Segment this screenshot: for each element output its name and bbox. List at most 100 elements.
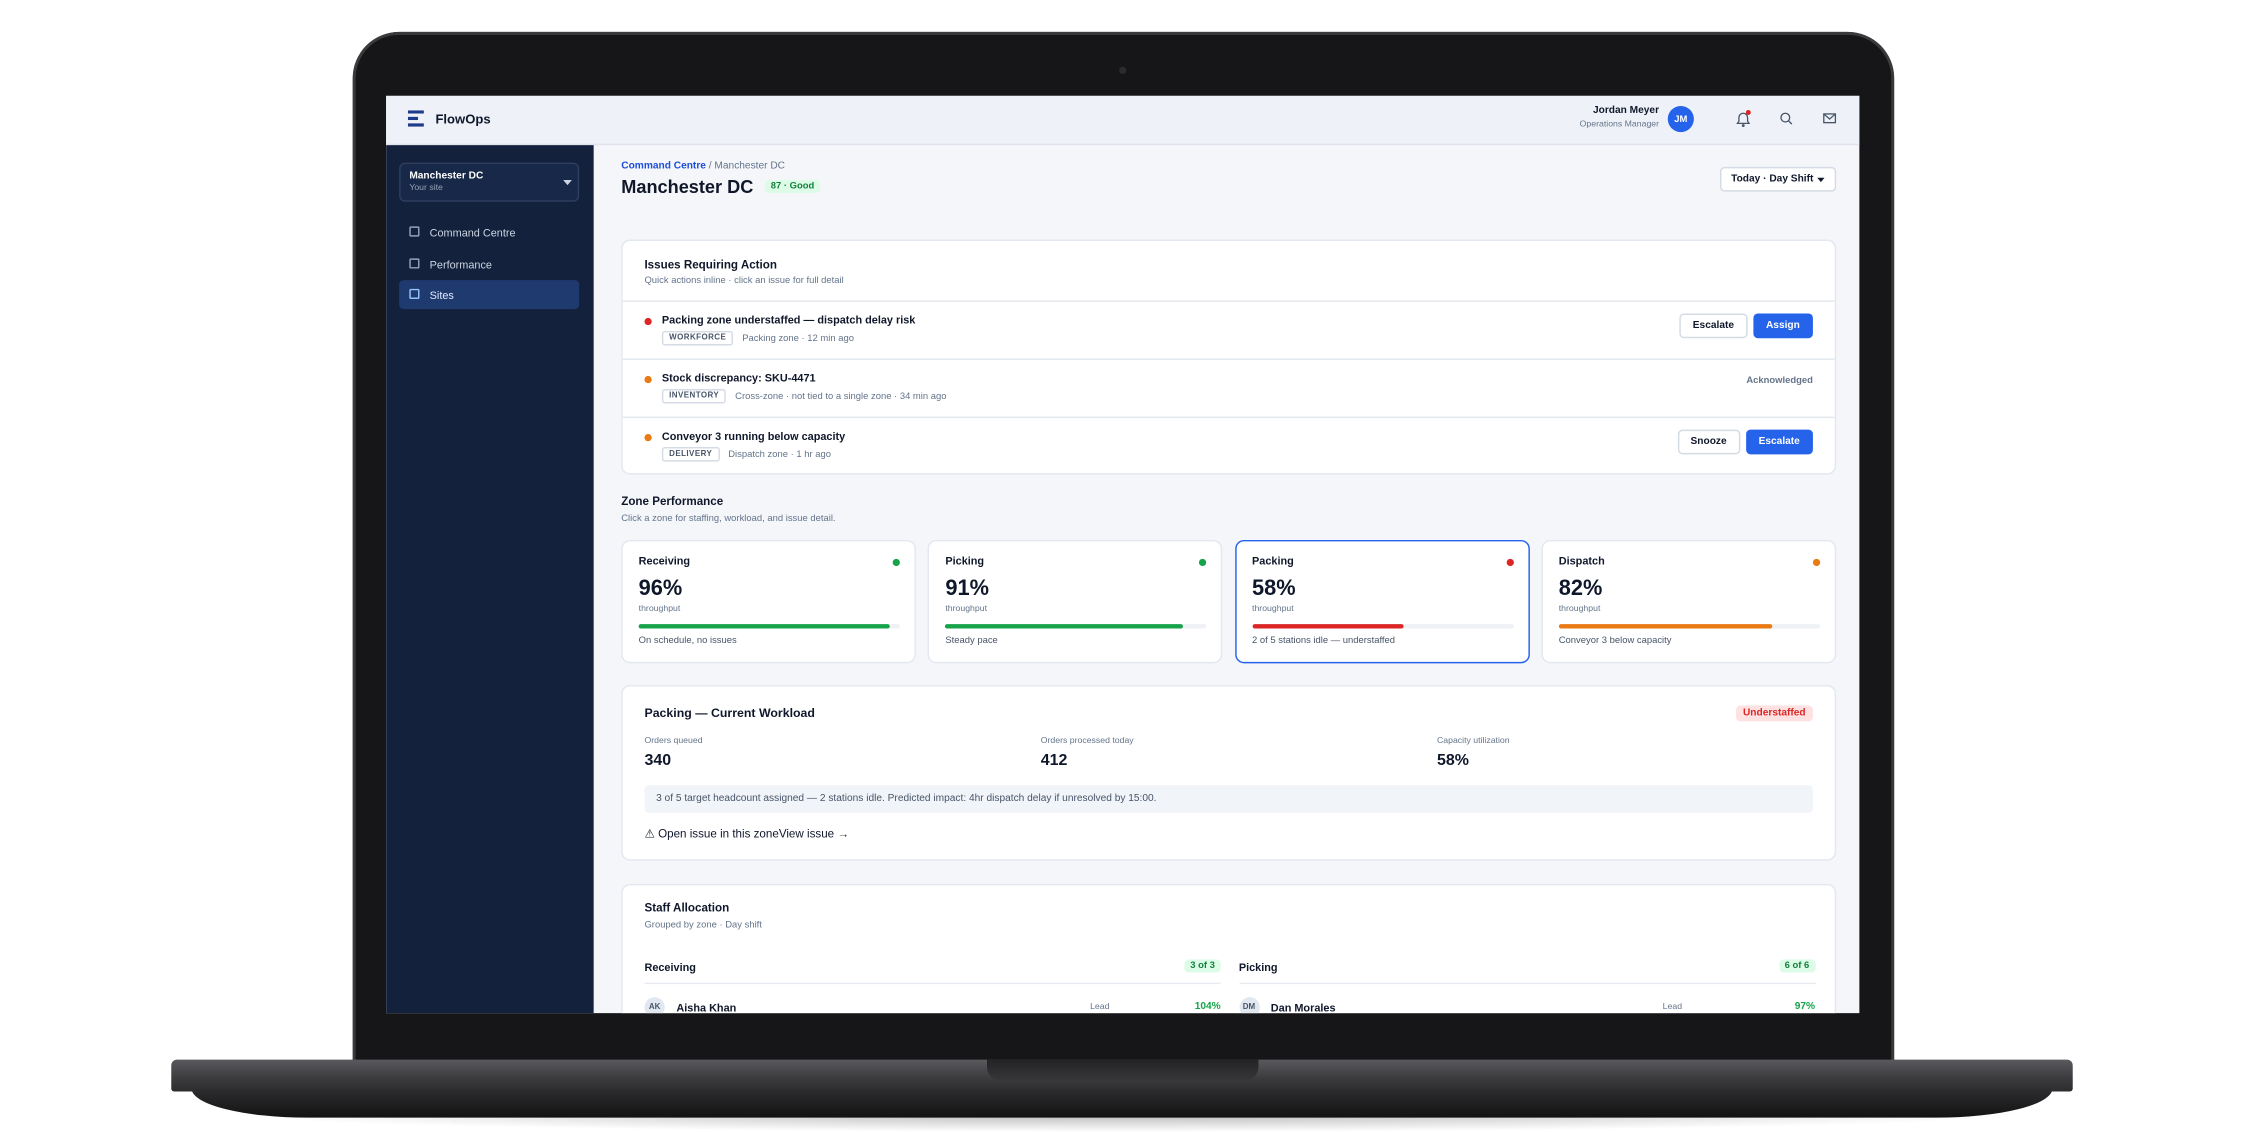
screen: FlowOps Jordan Meyer Operations Manager … [386, 95, 1860, 1014]
divider [644, 982, 1221, 985]
issue-actions: Escalate Assign [1679, 313, 1813, 339]
stat-value: 58% [1436, 751, 1469, 770]
camera [1119, 66, 1127, 75]
nav-icon [409, 288, 420, 300]
zone-note: 2 of 5 stations idle — understaffed [1252, 635, 1396, 646]
link-text: ⚠ Open issue in this zone [644, 827, 779, 841]
zone-card[interactable]: Receiving 96% throughput On schedule, no is… [621, 539, 916, 664]
logo-icon [407, 110, 424, 127]
issue-title: Stock discrepancy: SKU-4471 [661, 371, 816, 385]
zone-name: Picking [945, 554, 985, 568]
main: Command Centre / Manchester DC Mancheste… [594, 145, 1860, 1014]
card-title: Issues Requiring Action [644, 258, 777, 272]
staff-group: Receiving 3 of 3 AK Aisha Khan Lead 104% [644, 885, 1221, 1014]
progress-bar [638, 624, 890, 628]
section-subtitle: Click a zone for staffing, workload, and… [621, 513, 836, 524]
zone-metric: throughput [638, 605, 681, 614]
zone-value: 91% [945, 576, 989, 601]
card-subtitle: Quick actions inline · click an issue fo… [644, 275, 844, 286]
shift-label: Today · Day Shift [1731, 174, 1814, 185]
member-name: Dan Morales [1270, 1001, 1336, 1014]
zone-name: Receiving [644, 960, 696, 974]
zone-card[interactable]: Dispatch 82% throughput Conveyor 3 below ca… [1541, 539, 1836, 664]
status-dot [1506, 558, 1514, 567]
zone-name: Receiving [638, 554, 691, 568]
zone-note: On schedule, no issues [638, 635, 737, 646]
card-title: Staff Allocation [644, 901, 730, 915]
nav-item[interactable]: Performance [399, 249, 579, 278]
nav-label: Sites [429, 288, 454, 302]
issue-row[interactable]: Conveyor 3 running below capacity DELIVER… [622, 416, 1835, 475]
zone-metric: throughput [1558, 605, 1601, 614]
stat-label: Orders processed today [1040, 737, 1134, 747]
headcount-badge: 6 of 6 [1778, 959, 1816, 973]
shift-dropdown[interactable]: Today · Day Shift [1720, 166, 1837, 192]
zone-name: Packing [1252, 554, 1294, 568]
workload-note: 3 of 5 target headcount assigned — 2 sta… [644, 785, 1813, 813]
breadcrumb-link[interactable]: Command Centre [621, 161, 706, 172]
zone-card[interactable]: Picking 91% throughput Steady pace [927, 539, 1223, 664]
workload-card: Packing — Current Workload Understaffed … [621, 685, 1837, 861]
issue-meta: Cross-zone · not tied to a single zone ·… [735, 391, 947, 402]
issue-link[interactable]: ⚠ Open issue in this zoneView issue → [644, 827, 849, 840]
nav-item[interactable]: Command Centre [399, 218, 579, 247]
issue-meta: Dispatch zone · 1 hr ago [728, 449, 832, 460]
issue-meta-line: INVENTORY Cross-zone · not tied to a sing… [661, 388, 947, 404]
zone-value: 58% [1252, 576, 1296, 601]
severity-dot [644, 317, 652, 326]
issue-meta-line: DELIVERY Dispatch zone · 1 hr ago [661, 447, 832, 462]
member-avatar: DM [1238, 997, 1260, 1014]
issue-status: Acknowledged [1746, 375, 1813, 387]
notifications-icon[interactable] [1733, 109, 1753, 129]
action-button[interactable]: Snooze [1677, 429, 1740, 455]
card-title: Packing — Current Workload [644, 705, 815, 720]
nav-icon [409, 226, 420, 237]
section-title: Zone Performance [621, 494, 724, 509]
zone-cards: Receiving 96% throughput On schedule, no is… [594, 539, 1860, 665]
issue-tag: WORKFORCE [661, 330, 734, 346]
issue-row[interactable]: Packing zone understaffed — dispatch del… [622, 300, 1835, 358]
member-role: Lead [1662, 1002, 1683, 1012]
issues-card: Issues Requiring Action Quick actions in… [621, 239, 1837, 475]
issue-meta: Packing zone · 12 min ago [742, 333, 854, 344]
zone-value: 96% [638, 576, 683, 601]
issue-row[interactable]: Stock discrepancy: SKU-4471 INVENTORY Cros… [622, 358, 1835, 417]
member-load: 97% [1794, 1001, 1816, 1012]
issue-actions: Snooze Escalate [1677, 429, 1813, 455]
search-icon[interactable] [1778, 110, 1795, 127]
stat-label: Orders queued [644, 737, 703, 747]
zone-card[interactable]: Packing 58% throughput 2 of 5 stations idle… [1234, 539, 1530, 664]
nav-label: Performance [429, 257, 492, 271]
breadcrumb-separator: / [708, 161, 712, 172]
site-score: 87 · Good [764, 179, 821, 194]
stat-label: Capacity utilization [1436, 737, 1510, 747]
nav-icon [409, 257, 420, 268]
zone-name: Dispatch [1558, 554, 1605, 568]
mail-icon[interactable] [1822, 110, 1839, 127]
page-title: Manchester DC [621, 177, 754, 198]
issue-tag: DELIVERY [661, 447, 720, 462]
divider [1238, 982, 1816, 985]
site-selector[interactable]: Manchester DC Your site [399, 162, 580, 202]
member-load: 104% [1194, 1001, 1221, 1012]
status-dot [1812, 558, 1821, 567]
staff-group: Picking 6 of 6 DM Dan Morales Lead 97% [1238, 885, 1816, 1014]
action-button[interactable]: Escalate [1745, 429, 1813, 455]
severity-dot [644, 433, 652, 442]
nav-item[interactable]: Sites [399, 280, 580, 310]
laptop-notch [987, 1059, 1259, 1082]
zone-note: Steady pace [945, 635, 998, 646]
member-avatar: AK [644, 997, 665, 1014]
staff-groups: Receiving 3 of 3 AK Aisha Khan Lead 104% Picki… [623, 885, 1835, 1014]
progress-bar [1252, 624, 1404, 628]
action-button[interactable]: Escalate [1679, 313, 1748, 339]
stat-value: 340 [644, 751, 672, 770]
action-button[interactable]: Assign [1752, 313, 1813, 339]
user-role: Operations Manager [1579, 120, 1660, 130]
nav-label: Command Centre [429, 226, 516, 240]
status-badge: Understaffed [1735, 705, 1813, 722]
headcount-badge: 3 of 3 [1184, 959, 1221, 973]
issue-title: Conveyor 3 running below capacity [661, 429, 846, 443]
user-avatar[interactable]: JM [1667, 105, 1694, 133]
